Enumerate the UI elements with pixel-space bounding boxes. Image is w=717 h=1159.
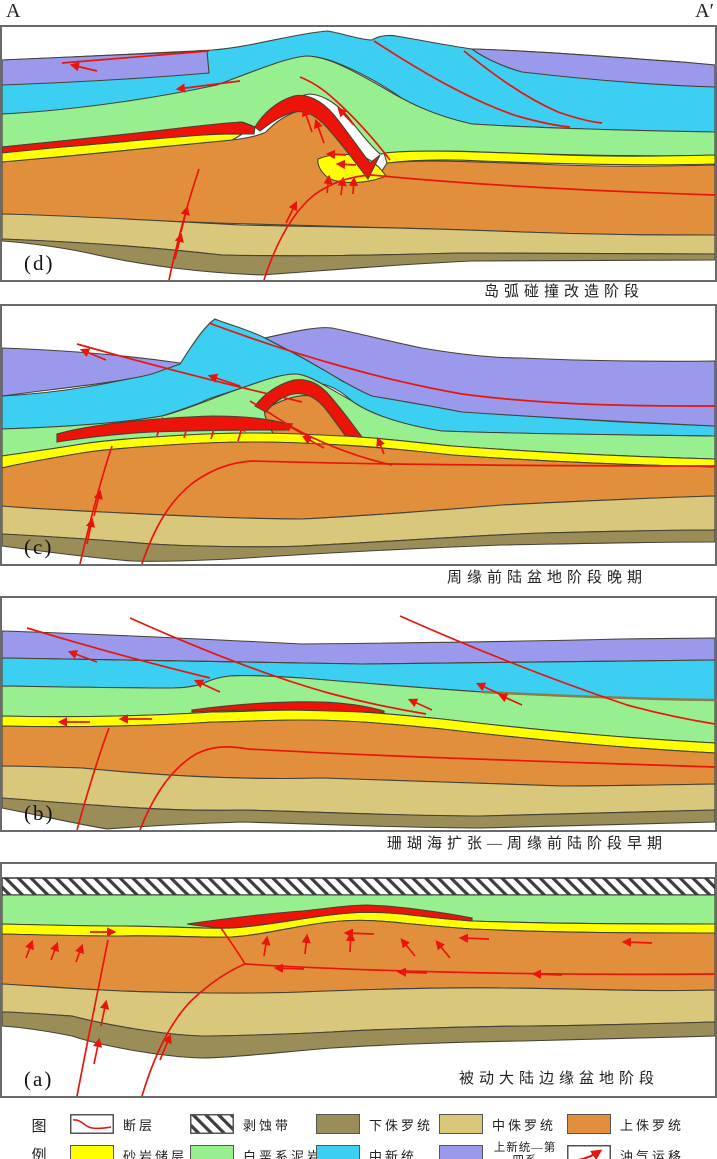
layer-sandstone-yellow-right [383,150,715,166]
miocene-swatch [316,1145,360,1159]
legend-label-sandstone-reservoir: 砂岩储层 [123,1148,188,1159]
layer-lower-jurassic-olive [2,238,715,276]
strata-layers-c [2,318,715,562]
thin-olive-sliver [481,690,715,702]
plioquaternary-swatch [439,1145,483,1159]
legend-label-denudation: 剥蚀带 [243,1117,292,1133]
strata-layers-b [2,630,715,830]
panel-b-caption: 珊瑚海扩张—周缘前陆阶段早期 [386,836,667,852]
oil-charged-band-red-left [2,121,256,154]
oil-charged-band-red-popup [254,94,381,181]
panel-a: (a) 被动大陆边缘盆地阶段 [0,862,717,1098]
layer-lower-jurassic-olive [2,529,715,562]
oil-charged-lens-red [186,904,473,929]
oil-gas-migration-swatch-icon [567,1145,611,1159]
denudation-hatch-swatch-icon [190,1114,234,1134]
legend-item-sandstone-reservoir: 砂岩储层 [70,1145,190,1159]
legend-label-miocene: 中新统 [369,1148,418,1159]
layer-plioquaternary-purple-left [2,50,210,86]
legend: 图 例 断层 剥蚀带 下侏罗统 中侏罗统 上侏罗统 [0,1098,717,1159]
faults-and-migration-b [26,615,715,830]
panel-b-label: (b) [24,801,55,825]
legend-item-plioquaternary: 上新统—第四系 [439,1142,567,1159]
lower-jurassic-swatch [316,1114,360,1134]
legend-item-middle-jurassic: 中侏罗统 [439,1114,567,1134]
faults-and-migration-d [61,40,715,280]
faults-and-migration-c [76,322,715,564]
section-label-a: A [6,0,21,22]
strata-layers-d [2,30,715,276]
section-label-a-prime: A′ [695,0,714,22]
legend-label-cretaceous-mudstone: 白垩系泥岩 [243,1148,324,1159]
sandstone-reservoir-swatch [70,1145,114,1159]
legend-label-fault: 断层 [123,1117,156,1133]
panel-d-caption: 岛弧碰撞改造阶段 [483,284,644,300]
legend-label-middle-jurassic: 中侏罗统 [492,1117,557,1133]
legend-item-oil-gas-migration: 油气运移 [567,1145,713,1159]
cross-section-a [2,864,715,1096]
fault-line-swatch-icon [70,1114,114,1134]
panel-d-label: (d) [24,251,55,275]
layer-plioquaternary-purple-right [470,48,715,88]
panel-c-caption: 周缘前陆盆地阶段晚期 [446,570,647,586]
layer-lower-jurassic-olive [2,797,715,830]
legend-label-upper-jurassic: 上侏罗统 [620,1117,685,1133]
legend-title: 图 例 [0,1115,70,1159]
legend-item-lower-jurassic: 下侏罗统 [316,1114,439,1134]
legend-item-fault: 断层 [70,1114,190,1134]
layer-plioquaternary-purple-right [263,327,715,427]
legend-label-lower-jurassic: 下侏罗统 [369,1117,434,1133]
legend-label-plioquaternary: 上新统—第四系 [493,1141,557,1159]
legend-item-miocene: 中新统 [316,1145,439,1159]
panel-c: (c) [0,304,717,566]
cretaceous-mudstone-swatch [190,1145,234,1159]
legend-title-top: 图 [31,1118,47,1135]
oil-charged-lens-red [191,701,385,714]
panel-a-label: (a) [24,1067,54,1091]
faults-and-migration-a [25,927,715,1096]
section-endpoints-row: A A′ [0,0,717,25]
panel-b: (b) [0,596,717,832]
panel-c-label: (c) [24,535,54,559]
legend-item-cretaceous-mudstone: 白垩系泥岩 [190,1145,320,1159]
middle-jurassic-swatch [439,1114,483,1134]
panel-a-caption: 被动大陆边缘盆地阶段 [458,1071,659,1087]
cross-section-d [2,27,715,280]
legend-label-oil-gas-migration: 油气运移 [620,1148,685,1159]
legend-title-bottom: 例 [31,1147,47,1159]
legend-item-upper-jurassic: 上侏罗统 [567,1114,713,1134]
panel-d: (d) [0,25,717,282]
cross-section-b [2,598,715,830]
upper-jurassic-swatch [567,1114,611,1134]
legend-item-denudation: 剥蚀带 [190,1114,316,1134]
layer-lower-jurassic-olive [2,1011,715,1059]
cross-section-c [2,306,715,564]
strata-layers-a [2,894,715,1059]
denudation-zone-hatch-band [2,877,715,896]
